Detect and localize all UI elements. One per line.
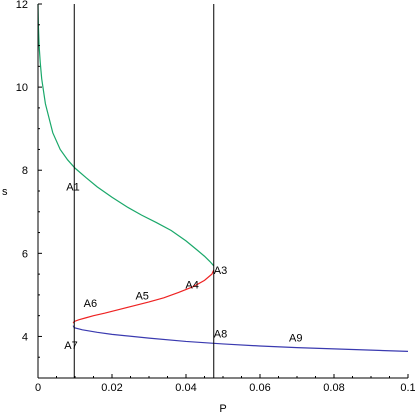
x-tick-label: 0.08 — [323, 382, 344, 394]
series-line-2 — [72, 269, 215, 324]
annotation-a3: A3 — [214, 265, 227, 277]
y-axis-label: s — [2, 186, 8, 198]
y-tick-label: 4 — [22, 331, 28, 343]
x-tick-label: 0.04 — [175, 382, 196, 394]
x-tick-label: 0.02 — [101, 382, 122, 394]
annotation-a4: A4 — [185, 280, 198, 292]
x-axis-label: P — [219, 403, 226, 415]
annotation-a8: A8 — [214, 329, 227, 341]
series-line-1 — [37, 3, 215, 267]
annotation-a6: A6 — [84, 298, 97, 310]
annotation-a9: A9 — [289, 333, 302, 345]
y-tick-label: 10 — [16, 82, 28, 94]
x-tick-label: 0.06 — [249, 382, 270, 394]
annotation-a1: A1 — [66, 182, 79, 194]
x-tick-label: 0.1 — [400, 382, 415, 394]
y-tick-label: 12 — [16, 0, 28, 11]
series-line-3 — [72, 325, 409, 352]
y-tick-label: 8 — [22, 165, 28, 177]
x-tick-label: 0 — [35, 382, 41, 394]
annotation-a5: A5 — [135, 291, 148, 303]
y-tick-label: 6 — [22, 248, 28, 260]
annotation-a7: A7 — [64, 340, 77, 352]
